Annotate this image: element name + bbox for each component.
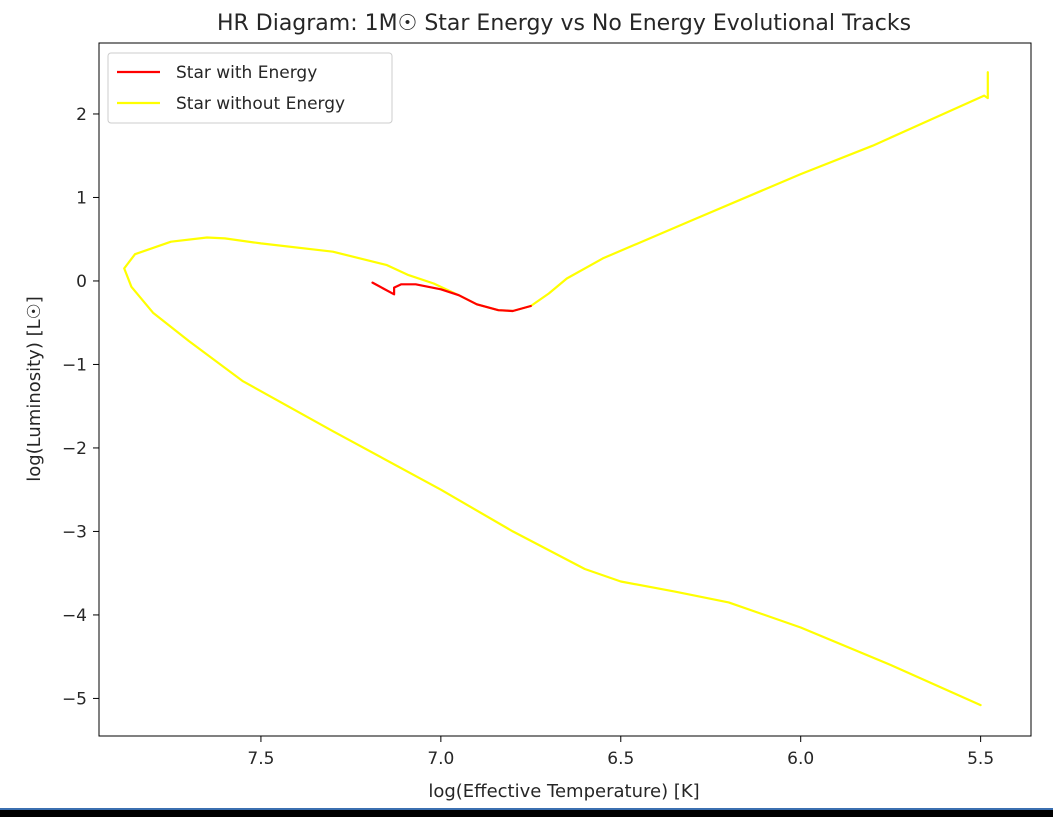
series-line-star-without-energy xyxy=(123,71,989,707)
plot-frame xyxy=(98,42,1032,737)
legend: Star with Energy Star without Energy xyxy=(107,52,393,124)
y-tick-label: −1 xyxy=(62,355,87,375)
x-tick-label: 6.0 xyxy=(787,749,814,769)
y-tick-label: 2 xyxy=(76,105,87,125)
x-tick-label: 7.0 xyxy=(427,749,454,769)
y-tick-label: −4 xyxy=(62,606,87,626)
x-tick-label: 7.5 xyxy=(247,749,274,769)
y-tick-label: −5 xyxy=(62,689,87,709)
x-tick-label: 5.5 xyxy=(967,749,994,769)
y-tick-label: 1 xyxy=(76,188,87,208)
legend-label: Star without Energy xyxy=(176,94,345,114)
x-tick-label: 6.5 xyxy=(607,749,634,769)
bottom-accent-line xyxy=(0,808,1053,810)
y-axis-label: log(Luminosity) [L☉] xyxy=(24,296,45,482)
x-axis-label: log(Effective Temperature) [K] xyxy=(428,781,699,802)
series-line-star-with-energy xyxy=(371,281,532,313)
y-tick-label: −3 xyxy=(62,522,87,542)
chart-title: HR Diagram: 1M☉ Star Energy vs No Energy… xyxy=(217,11,911,36)
y-tick-label: 0 xyxy=(76,272,87,292)
legend-box xyxy=(107,52,393,124)
legend-label: Star with Energy xyxy=(176,63,317,83)
window-bottom-edge xyxy=(0,808,1053,817)
y-tick-label: −2 xyxy=(62,439,87,459)
